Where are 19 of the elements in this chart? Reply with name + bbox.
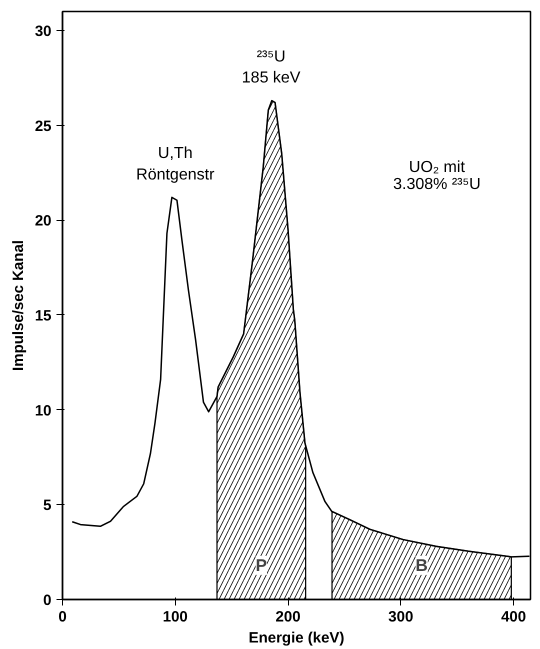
y-axis-title: Impulse/sec Kanal — [10, 240, 27, 371]
y-tick-label: 25 — [34, 118, 52, 135]
annotation: UO₂ mit 3.308% ²³⁵U — [393, 159, 481, 194]
y-tick-label: 15 — [34, 307, 52, 324]
x-tick-label: 200 — [276, 608, 301, 626]
series-label: P — [256, 556, 267, 575]
x-tick-label: 300 — [388, 608, 414, 626]
series-label: B — [416, 556, 428, 575]
y-tick-label: 5 — [43, 497, 52, 514]
x-tick-label: 100 — [162, 608, 188, 626]
y-tick-label: 30 — [34, 22, 52, 40]
x-axis-title: Energie (keV) — [248, 630, 344, 646]
x-tick-label: 0 — [58, 608, 67, 626]
x-tick-label: 400 — [501, 608, 526, 626]
y-tick-label: 20 — [34, 212, 52, 230]
annotation: ²³⁵U 185 keV — [242, 48, 301, 87]
y-tick-label: 0 — [43, 592, 52, 609]
y-tick-label: 10 — [34, 402, 52, 420]
annotation: U,Th Röntgenstr — [136, 145, 216, 184]
